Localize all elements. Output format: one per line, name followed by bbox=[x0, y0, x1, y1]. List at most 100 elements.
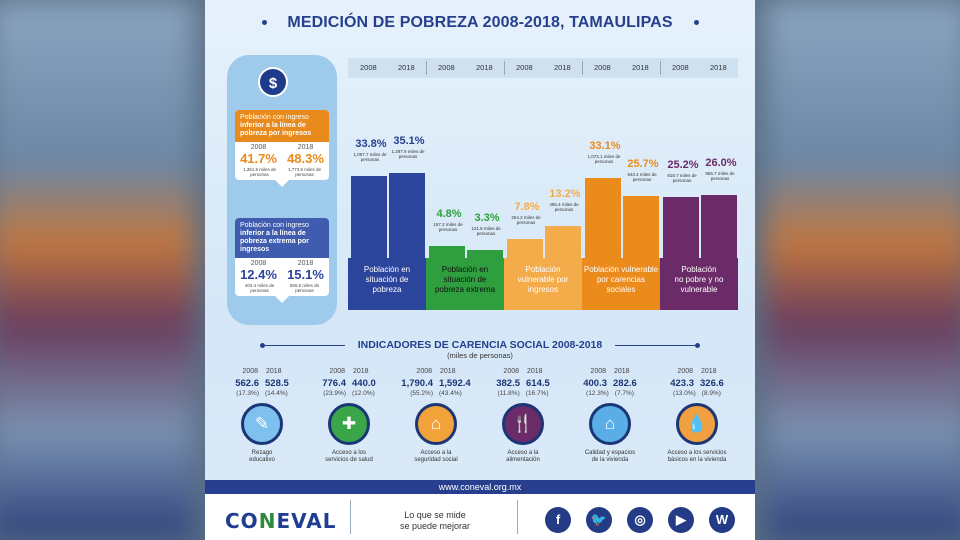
facebook-icon[interactable]: f bbox=[545, 507, 571, 533]
category-label-line: Población bbox=[525, 265, 561, 274]
category-label-line: pobreza extrema bbox=[434, 285, 496, 294]
indicator-year: 2008 bbox=[677, 368, 693, 375]
category-label: Población en situación de pobreza bbox=[348, 258, 426, 310]
indicator-year: 2018 bbox=[440, 368, 456, 375]
twitter-icon[interactable]: 🐦 bbox=[586, 507, 612, 533]
bar-percent-label: 13.2% bbox=[549, 187, 581, 200]
indicator-year: 2018 bbox=[527, 368, 543, 375]
food-icon: 🍴 bbox=[502, 403, 544, 445]
indicator-year: 2008 bbox=[242, 368, 258, 375]
callout-percent: 12.4% bbox=[240, 267, 277, 282]
bar-percent-label: 25.7% bbox=[627, 157, 659, 170]
indicator-percent: (16.7%) bbox=[525, 390, 549, 397]
callout-year: 2018 bbox=[297, 260, 314, 267]
chart-bar bbox=[545, 225, 581, 258]
callout-year: 2018 bbox=[297, 144, 314, 151]
chart-bar bbox=[389, 172, 425, 258]
year-header-divider bbox=[504, 61, 505, 75]
indicator-value: 614.5 bbox=[526, 378, 550, 389]
indicator-year: 2008 bbox=[329, 368, 345, 375]
wordpress-icon[interactable]: W bbox=[709, 507, 735, 533]
callout-percent: 41.7% bbox=[240, 151, 277, 166]
indicator-percent: (8.9%) bbox=[701, 390, 721, 397]
indicator-value: 1,592.4 bbox=[439, 378, 471, 389]
instagram-icon[interactable]: ◎ bbox=[627, 507, 653, 533]
bar-miles-label: 1,287.9 miles de personas bbox=[391, 148, 425, 159]
title-dot-right bbox=[694, 20, 699, 25]
indicator-label: Acceso a los servicios de salud bbox=[325, 450, 373, 463]
callout-label-bold: inferior a la línea de pobreza extrema p… bbox=[240, 230, 309, 253]
bar-miles-label: 157.2 miles de personas bbox=[433, 222, 463, 233]
category-label-line: Población vulnerable bbox=[583, 265, 659, 274]
bar-percent-label: 33.8% bbox=[355, 137, 387, 150]
year-header-divider bbox=[582, 61, 583, 75]
category-label-line: sociales bbox=[606, 285, 636, 294]
infographic: MEDICIÓN DE POBREZA 2008-2018, TAMAULIPA… bbox=[205, 0, 755, 540]
bar-miles-label: 1,073.1 miles de personas bbox=[587, 153, 621, 164]
indicator-label: Rezago educativo bbox=[249, 450, 275, 463]
indicator-value: 326.6 bbox=[700, 378, 724, 389]
footer bbox=[205, 494, 755, 540]
page-title: MEDICIÓN DE POBREZA 2008-2018, TAMAULIPA… bbox=[287, 14, 673, 31]
bar-percent-label: 3.3% bbox=[474, 211, 500, 224]
indicator-value: 440.0 bbox=[352, 378, 376, 389]
indicator-card: 2008 2018 423.3 326.6 (13.0%) (8.9%) 💧 Acce… bbox=[657, 368, 737, 464]
category-label-line: vulnerable por bbox=[517, 275, 569, 284]
callout-miles: 555.5 miles de personas bbox=[289, 283, 320, 293]
category-label-line: pobreza bbox=[372, 285, 402, 294]
bar-miles-label: 818.7 miles de personas bbox=[667, 172, 697, 183]
year-header-divider bbox=[426, 61, 427, 75]
indicator-value: 562.6 bbox=[235, 378, 259, 389]
year-header: 2008 2018 2008 2018 2008 2018 2008 2018 2008 2018 bbox=[348, 58, 738, 78]
category-label-line: ingresos bbox=[527, 285, 559, 294]
footer-divider bbox=[350, 500, 351, 534]
bar-percent-label: 7.8% bbox=[514, 201, 540, 214]
year-header-label: 2008 bbox=[360, 63, 377, 72]
category-label-line: situación de bbox=[443, 275, 487, 284]
blurred-background-right bbox=[765, 0, 960, 540]
indicator-year: 2008 bbox=[503, 368, 519, 375]
callout-percent: 48.3% bbox=[287, 151, 324, 166]
indicator-percent: (23.9%) bbox=[323, 390, 346, 397]
social-security-icon: ⌂ bbox=[415, 403, 457, 445]
category-label: Población vulnerable por carencias sociale… bbox=[582, 258, 660, 310]
slogan-line: Lo que se mide bbox=[404, 510, 466, 520]
callout-miles: 1,351.9 miles de personas bbox=[242, 167, 277, 177]
year-header-label: 2008 bbox=[438, 63, 455, 72]
indicator-card: 2008 2018 400.3 282.6 (12.3%) (7.7%) ⌂ Cali… bbox=[570, 368, 650, 464]
indicator-percent: (13.0%) bbox=[673, 390, 696, 397]
money-icon: $ bbox=[258, 67, 288, 97]
youtube-icon[interactable]: ▶ bbox=[668, 507, 694, 533]
indicator-percent: (11.8%) bbox=[497, 390, 520, 397]
website-link[interactable]: www.coneval.org.mx bbox=[205, 480, 755, 494]
indicator-percent: (55.2%) bbox=[410, 390, 433, 397]
category-label-line: situación de bbox=[365, 275, 409, 284]
indicator-year: 2018 bbox=[701, 368, 717, 375]
indicator-percent: (14.4%) bbox=[265, 390, 288, 397]
education-icon: ✎ bbox=[241, 403, 283, 445]
year-header-label: 2018 bbox=[398, 63, 415, 72]
indicator-value: 776.4 bbox=[322, 378, 346, 389]
callout-header: Población con ingreso inferior a la líne… bbox=[235, 218, 329, 258]
section-subtitle: (miles de personas) bbox=[447, 351, 513, 360]
section-dot-left bbox=[260, 343, 265, 348]
bar-miles-label: 121.8 miles de personas bbox=[471, 225, 501, 236]
indicator-card: 2008 2018 776.4 440.0 (23.9%) (12.0%) ✚ Acc… bbox=[309, 368, 389, 464]
category-label-line: Población en bbox=[363, 265, 411, 274]
category-label-line: Población bbox=[681, 265, 717, 274]
bar-miles-label: 955.7 miles de personas bbox=[705, 170, 735, 181]
year-header-label: 2018 bbox=[554, 63, 571, 72]
indicator-value: 400.3 bbox=[583, 378, 607, 389]
indicator-value: 1,790.4 bbox=[401, 378, 433, 389]
indicator-year: 2018 bbox=[614, 368, 630, 375]
indicator-label: Acceso a la seguridad social bbox=[414, 450, 458, 463]
category-label-line: Población en bbox=[441, 265, 489, 274]
indicator-percent: (17.3%) bbox=[236, 390, 259, 397]
callout-label-plain: Población con ingreso bbox=[240, 114, 309, 121]
section-rule bbox=[615, 345, 695, 346]
indicator-card: 2008 2018 382.5 614.5 (11.8%) (16.7%) 🍴 Acc… bbox=[483, 368, 563, 464]
category-label-line: vulnerable bbox=[680, 285, 718, 294]
callout-label-plain: Población con ingreso bbox=[240, 222, 309, 229]
callout-year: 2008 bbox=[250, 144, 267, 151]
health-icon: ✚ bbox=[328, 403, 370, 445]
